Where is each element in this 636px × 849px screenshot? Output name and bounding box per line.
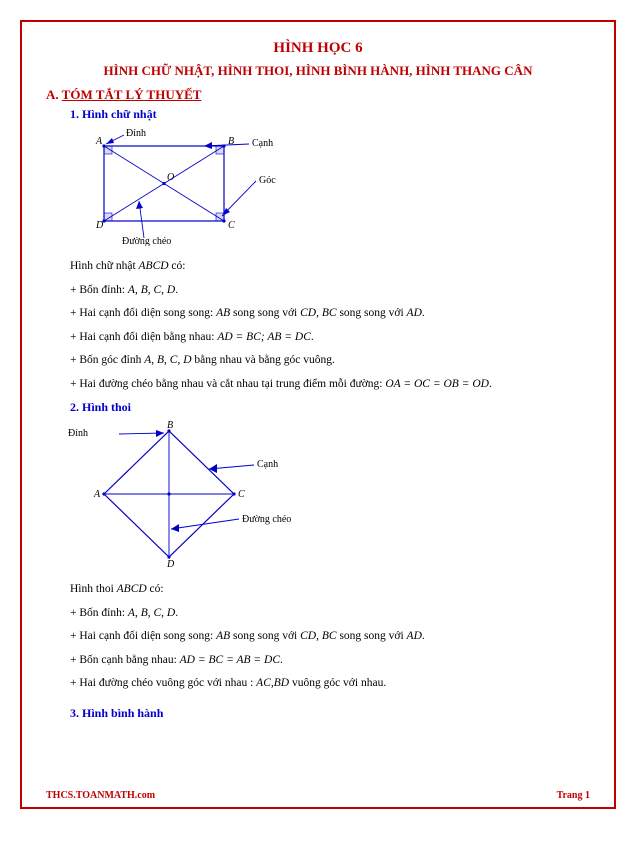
t: AD = BC; AB = DC: [217, 331, 311, 343]
t: bằng nhau và bằng góc vuông.: [192, 354, 335, 366]
rhom-p4: + Hai đường chéo vuông góc với nhau : AC…: [70, 676, 590, 692]
t: CD: [300, 630, 316, 642]
t: + Hai đường chéo vuông góc với nhau :: [70, 677, 256, 689]
figure-rectangle: A B C D O Đỉnh Cạnh Góc Đường chéo: [84, 126, 590, 251]
t: + Bốn cạnh bằng nhau:: [70, 654, 180, 666]
t: AB: [216, 630, 230, 642]
rect-p3: + Hai cạnh đối diện bằng nhau: AD = BC; …: [70, 330, 590, 346]
t: có:: [169, 260, 186, 272]
footer-left: THCS.TOANMATH.com: [46, 790, 155, 801]
label-C2: C: [238, 489, 245, 500]
rect-p1: + Bốn đỉnh: A, B, C, D.: [70, 283, 590, 299]
t: D: [167, 607, 175, 619]
t: A: [128, 284, 135, 296]
t: .: [422, 307, 425, 319]
figure-rhombus: A B C D Đỉnh Cạnh Đường chéo: [64, 419, 590, 574]
t: CD: [300, 307, 316, 319]
t: AD: [407, 307, 422, 319]
label-dc2: Đường chéo: [242, 514, 291, 525]
t: .: [280, 654, 283, 666]
t: B: [141, 607, 148, 619]
t: BC: [322, 307, 337, 319]
rhombus-svg: A B C D Đỉnh Cạnh Đường chéo: [64, 419, 314, 569]
footer-right: Trang 1: [557, 790, 590, 801]
t: C: [153, 607, 161, 619]
label-goc: Góc: [259, 175, 276, 186]
label-dinh: Đỉnh: [126, 128, 146, 139]
t: ABCD: [117, 583, 147, 595]
t: .: [489, 378, 492, 390]
label-D2: D: [166, 559, 175, 569]
t: A: [128, 607, 135, 619]
t: C: [153, 284, 161, 296]
rect-p0: Hình chữ nhật ABCD có:: [70, 259, 590, 275]
label-canh: Cạnh: [252, 138, 273, 149]
t: BC: [322, 630, 337, 642]
t: có:: [147, 583, 164, 595]
footer: THCS.TOANMATH.com Trang 1: [46, 790, 590, 801]
t: + Bốn góc đỉnh: [70, 354, 144, 366]
t: song song với: [230, 630, 300, 642]
t: .: [175, 284, 178, 296]
t: + Hai cạnh đối diện bằng nhau:: [70, 331, 217, 343]
t: .: [175, 607, 178, 619]
subheading-1: 1. Hình chữ nhật: [70, 107, 590, 122]
t: + Bốn đỉnh:: [70, 284, 128, 296]
rhom-p3: + Bốn cạnh bằng nhau: AD = BC = AB = DC.: [70, 653, 590, 669]
t: + Hai cạnh đối diện song song:: [70, 630, 216, 642]
doc-title-2: HÌNH CHỮ NHẬT, HÌNH THOI, HÌNH BÌNH HÀNH…: [46, 63, 590, 79]
t: song song với: [337, 630, 407, 642]
label-B2: B: [167, 420, 173, 431]
label-duongcheo: Đường chéo: [122, 236, 171, 246]
rect-p4: + Bốn góc đỉnh A, B, C, D bằng nhau và b…: [70, 353, 590, 369]
t: .: [422, 630, 425, 642]
t: B: [141, 284, 148, 296]
label-C: C: [228, 220, 235, 231]
label-dinh2: Đỉnh: [68, 428, 88, 439]
page-frame: HÌNH HỌC 6 HÌNH CHỮ NHẬT, HÌNH THOI, HÌN…: [20, 20, 616, 809]
label-A: A: [95, 136, 103, 147]
t: Hình thoi: [70, 583, 117, 595]
section-a-heading: A. TÓM TẮT LÝ THUYẾT: [46, 87, 590, 103]
t: D: [183, 354, 191, 366]
rect-p2: + Hai cạnh đối diện song song: AB song s…: [70, 306, 590, 322]
t: .: [311, 331, 314, 343]
t: OA = OC = OB = OD: [385, 378, 489, 390]
t: ABCD: [139, 260, 169, 272]
t: + Hai đường chéo bằng nhau và cắt nhau t…: [70, 378, 385, 390]
rectangle-svg: A B C D O Đỉnh Cạnh Góc Đường chéo: [84, 126, 314, 246]
t: AB: [216, 307, 230, 319]
section-a-text: TÓM TẮT LÝ THUYẾT: [62, 87, 202, 102]
subheading-2: 2. Hình thoi: [70, 400, 590, 415]
t: D: [167, 284, 175, 296]
section-a-prefix: A.: [46, 87, 62, 102]
label-D: D: [95, 220, 104, 231]
t: vuông góc với nhau.: [289, 677, 386, 689]
rhom-p1: + Bốn đỉnh: A, B, C, D.: [70, 606, 590, 622]
t: AC,BD: [256, 677, 289, 689]
label-A2: A: [93, 489, 101, 500]
label-O: O: [167, 172, 174, 183]
rhom-p2: + Hai cạnh đối diện song song: AB song s…: [70, 629, 590, 645]
t: + Bốn đỉnh:: [70, 607, 128, 619]
label-B: B: [228, 136, 234, 147]
t: AD = BC = AB = DC: [180, 654, 280, 666]
rhom-p0: Hình thoi ABCD có:: [70, 582, 590, 598]
t: B: [157, 354, 164, 366]
rect-p5: + Hai đường chéo bằng nhau và cắt nhau t…: [70, 377, 590, 393]
t: AD: [407, 630, 422, 642]
t: song song với: [337, 307, 407, 319]
subheading-3: 3. Hình bình hành: [70, 706, 590, 721]
t: Hình chữ nhật: [70, 260, 139, 272]
t: + Hai cạnh đối diện song song:: [70, 307, 216, 319]
t: song song với: [230, 307, 300, 319]
label-canh2: Cạnh: [257, 459, 278, 470]
doc-title-1: HÌNH HỌC 6: [46, 40, 590, 57]
